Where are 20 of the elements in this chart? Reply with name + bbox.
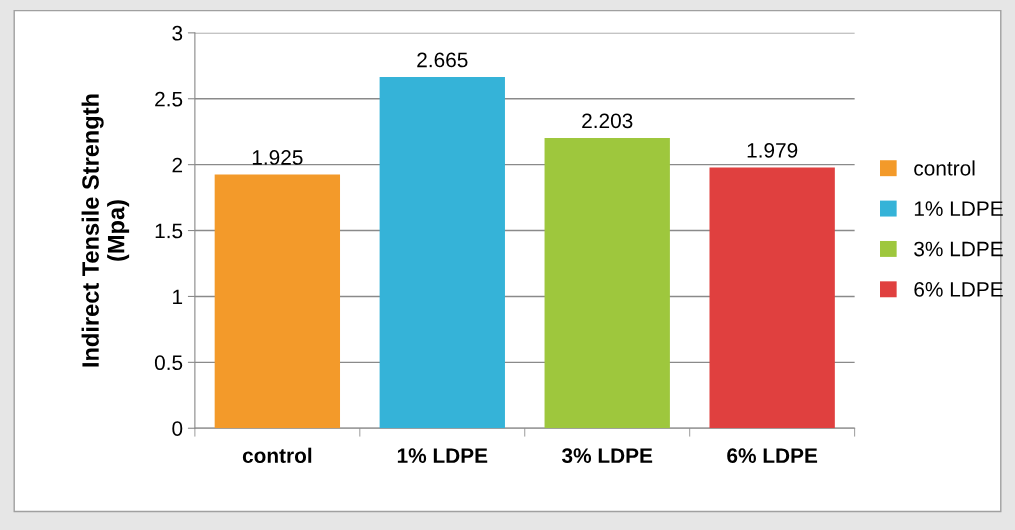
y-axis-title: Indirect Tensile Strength (Mpa) [81, 94, 130, 367]
y-tick-label: 1.5 [155, 223, 183, 239]
y-tick-label: 0 [172, 421, 183, 436]
legend-label: 3% LDPE [914, 241, 1003, 257]
x-tick-label: 1% LDPE [397, 448, 488, 463]
x-tick-label: 3% LDPE [561, 448, 653, 464]
data-label: 1.925 [252, 150, 303, 165]
y-tick-label: 1 [173, 289, 183, 304]
x-tick-label: 6% LDPE [727, 448, 818, 463]
y-tick-label: 3 [172, 25, 183, 41]
data-label: 1.979 [747, 142, 798, 158]
legend-label: 1% LDPE [914, 201, 1003, 216]
data-label: 2.665 [417, 52, 468, 68]
y-tick-label: 2.5 [155, 91, 183, 107]
y-tick-label: 0.5 [154, 355, 183, 371]
y-tick-label: 2 [172, 157, 183, 173]
legend-label: 6% LDPE [914, 281, 1003, 297]
x-tick-label: control [242, 447, 312, 463]
legend-label: control [914, 160, 975, 176]
data-label: 2.203 [582, 113, 633, 129]
